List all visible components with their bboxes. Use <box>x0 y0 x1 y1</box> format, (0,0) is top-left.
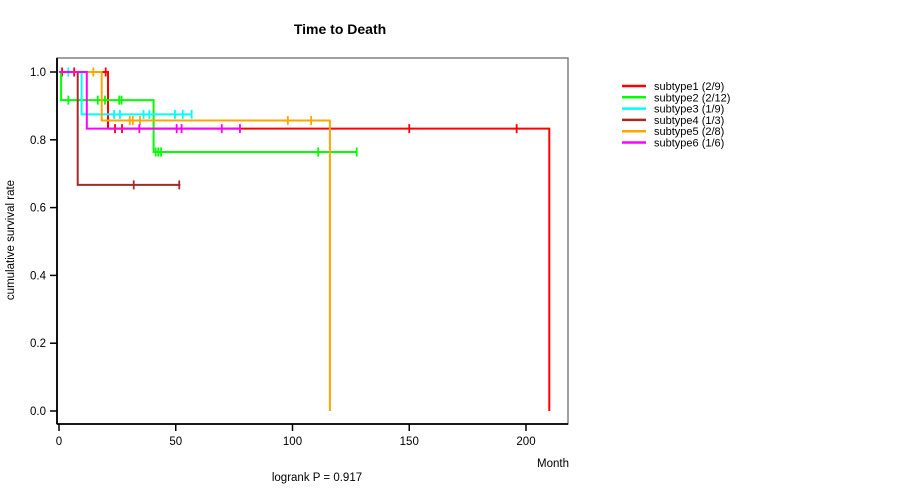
x-axis-title: Month <box>537 458 569 470</box>
plot-frame <box>56 57 569 425</box>
x-tick-label: 0 <box>56 436 62 448</box>
legend: subtype1 (2/9)subtype2 (2/12)subtype3 (1… <box>622 81 730 150</box>
y-tick-label: 0.4 <box>30 270 47 282</box>
legend-label-2: subtype2 (2/12) <box>654 92 730 104</box>
y-tick-label: 1.0 <box>30 67 46 79</box>
km-curve-subtype6 <box>59 71 240 130</box>
legend-label-6: subtype6 (1/6) <box>654 138 724 150</box>
plot-area: 1.0 0.8 0.6 0.4 0.2 0.0 0 50 100 150 200 <box>30 57 569 448</box>
y-tick-label: 0.2 <box>30 338 46 350</box>
km-curve-subtype3 <box>59 71 193 116</box>
legend-label-1: subtype1 (2/9) <box>654 81 724 93</box>
legend-label-3: subtype3 (1/9) <box>654 104 724 116</box>
logrank-pvalue-text: logrank P = 0.917 <box>272 472 362 484</box>
y-tick-label: 0.6 <box>30 203 46 215</box>
y-tick-label: 0.0 <box>30 406 46 418</box>
plot-title: Time to Death <box>294 21 386 37</box>
km-curve-subtype2 <box>59 71 357 153</box>
x-tick-label: 200 <box>516 436 535 448</box>
y-tick-label: 0.8 <box>30 135 46 147</box>
legend-label-4: subtype4 (1/3) <box>654 115 724 127</box>
x-tick-label: 150 <box>400 436 419 448</box>
km-curve-subtype5 <box>59 71 331 411</box>
x-tick-label: 50 <box>169 436 182 448</box>
legend-label-5: subtype5 (2/8) <box>654 126 724 138</box>
x-tick-label: 100 <box>283 436 302 448</box>
y-axis-title: cumulative survival rate <box>5 180 17 300</box>
